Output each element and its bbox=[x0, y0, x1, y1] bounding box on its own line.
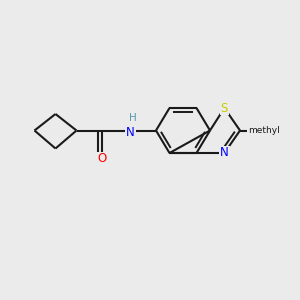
Text: N: N bbox=[126, 125, 135, 139]
Text: O: O bbox=[98, 152, 106, 166]
Text: S: S bbox=[221, 101, 228, 115]
Text: H: H bbox=[129, 113, 137, 123]
Text: methyl: methyl bbox=[248, 126, 280, 135]
Text: N: N bbox=[220, 146, 229, 160]
